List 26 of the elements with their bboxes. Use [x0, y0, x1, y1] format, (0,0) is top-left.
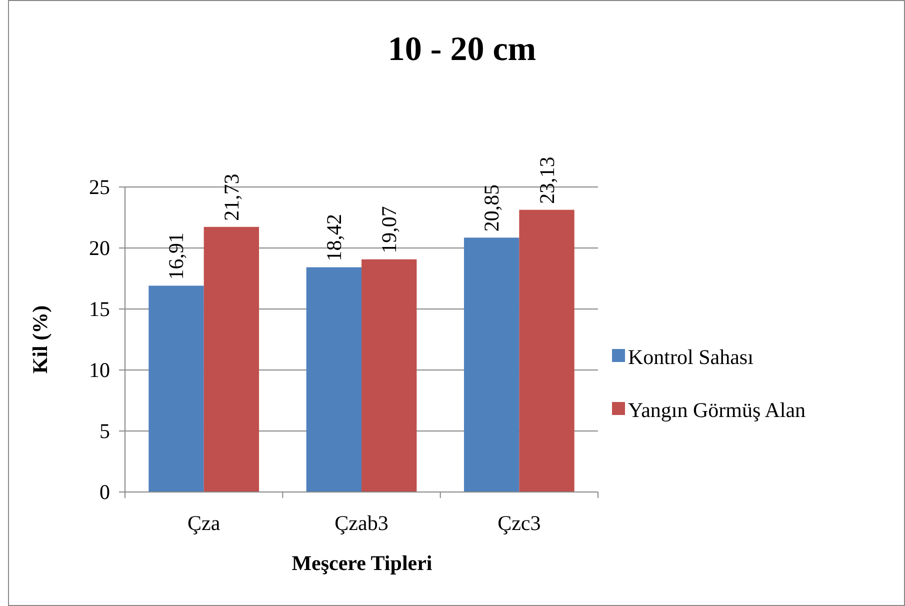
- bar: [464, 238, 520, 492]
- legend-label: Yangın Görmüş Alan: [628, 398, 806, 422]
- x-tick-label: Çzab3: [334, 511, 388, 535]
- y-tick-label: 20: [89, 236, 110, 260]
- y-axis-title: Kil (%): [28, 305, 52, 374]
- data-label: 20,85: [480, 184, 504, 232]
- data-label: 21,73: [219, 174, 244, 221]
- y-tick-label: 5: [100, 419, 110, 443]
- x-axis-title: Meşcere Tipleri: [292, 551, 432, 575]
- bar: [204, 226, 260, 492]
- x-tick-label: Çzc3: [498, 511, 541, 535]
- legend-label: Kontrol Sahası: [628, 345, 754, 369]
- y-tick-label: 0: [100, 480, 110, 504]
- data-label: 16,91: [164, 232, 188, 280]
- data-label: 23,13: [534, 156, 559, 204]
- bar: [519, 210, 574, 492]
- y-tick-label: 25: [89, 175, 110, 199]
- x-tick-label: Çza: [188, 511, 221, 535]
- y-tick-label: 10: [89, 358, 110, 382]
- chart-title: 10 - 20 cm: [388, 31, 536, 68]
- bar: [362, 259, 417, 492]
- bar: [148, 286, 204, 492]
- y-tick-label: 15: [89, 297, 110, 321]
- bar: [306, 267, 362, 492]
- data-label: 18,42: [322, 214, 346, 262]
- data-label: 19,07: [377, 206, 402, 254]
